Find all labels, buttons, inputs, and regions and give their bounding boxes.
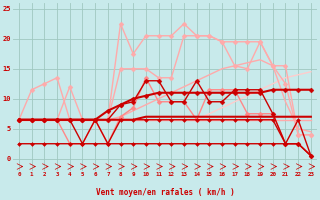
X-axis label: Vent moyen/en rafales ( km/h ): Vent moyen/en rafales ( km/h ) (96, 188, 234, 197)
